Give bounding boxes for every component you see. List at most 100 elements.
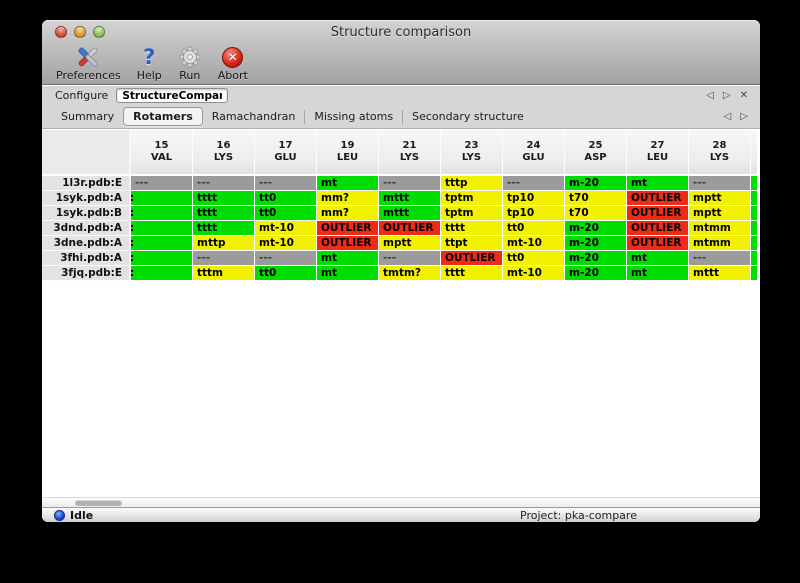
rotamer-cell[interactable]: OUTLIER [627,191,689,206]
column-header-23[interactable]: 23 LYS [441,130,503,176]
rotamer-cell[interactable]: --- [255,251,317,266]
rotamer-cell[interactable]: --- [689,251,751,266]
rotamer-cell[interactable]: m-20 [565,176,627,191]
column-header-24[interactable]: 24 GLU [503,130,565,176]
rotamer-cell[interactable]: tt0 [255,191,317,206]
rotamer-cell[interactable]: OUTLIER [627,236,689,251]
rotamer-cell[interactable]: tt0 [255,206,317,221]
rotamer-cell[interactable]: tt0 [255,266,317,281]
configure-name-input[interactable] [116,88,229,103]
rotamer-cell[interactable]: tttt [193,206,255,221]
rotamer-cell[interactable]: t70 [565,191,627,206]
run-button[interactable]: Run [178,44,202,82]
prev-arrow-icon[interactable]: ◁ [706,89,714,101]
rotamer-cell[interactable]: mttt [689,266,751,281]
rotamer-cell[interactable]: : [131,236,193,251]
row-label[interactable]: 1syk.pdb:A [42,191,131,206]
rotamer-cell[interactable]: : [131,251,193,266]
rotamer-cell[interactable]: mt [317,251,379,266]
rotamer-cell[interactable]: m-20 [565,236,627,251]
rotamer-cell[interactable]: : [131,191,193,206]
rotamer-cell[interactable]: mt [627,266,689,281]
close-icon[interactable]: ✕ [739,89,748,101]
rotamer-cell[interactable]: mm? [317,191,379,206]
tab-prev-arrow-icon[interactable]: ◁ [723,111,732,122]
tab-summary[interactable]: Summary [61,110,115,123]
rotamer-cell[interactable]: OUTLIER [627,206,689,221]
rotamer-cell[interactable]: tptm [441,191,503,206]
minimize-window-button[interactable] [74,26,86,38]
rotamer-cell[interactable]: tt0 [503,251,565,266]
rotamer-cell[interactable]: tttt [193,191,255,206]
rotamer-cell[interactable]: tttp [441,176,503,191]
column-header-15[interactable]: 15 VAL [131,130,193,176]
rotamer-cell[interactable]: : [131,266,193,281]
rotamer-cell[interactable]: --- [379,251,441,266]
rotamer-cell[interactable]: mt [317,266,379,281]
column-header-19[interactable]: 19 LEU [317,130,379,176]
tab-secondary-structure[interactable]: Secondary structure [412,110,524,123]
help-button[interactable]: ? Help [137,44,162,82]
rotamer-cell[interactable]: mtmm [689,221,751,236]
rotamer-cell[interactable]: mt-10 [255,221,317,236]
rotamer-cell[interactable]: OUTLIER [317,236,379,251]
rotamer-cell[interactable]: --- [503,176,565,191]
rotamer-cell[interactable]: --- [193,176,255,191]
rotamer-cell[interactable]: tmtm? [379,266,441,281]
rotamer-cell[interactable]: OUTLIER [317,221,379,236]
column-header-27[interactable]: 27 LEU [627,130,689,176]
rotamer-cell[interactable]: mptt [689,191,751,206]
rotamer-cell[interactable]: tttt [193,221,255,236]
rotamer-cell[interactable]: mm? [317,206,379,221]
row-label[interactable]: 3fhi.pdb:A [42,251,131,266]
row-label[interactable]: 3dnd.pdb:A [42,221,131,236]
rotamer-cell[interactable]: mptt [379,236,441,251]
rotamer-cell[interactable]: m-20 [565,221,627,236]
column-header-16[interactable]: 16 LYS [193,130,255,176]
rotamer-cell[interactable]: --- [379,176,441,191]
rotamer-cell[interactable]: mt-10 [255,236,317,251]
row-label[interactable]: 3fjq.pdb:E [42,266,131,281]
abort-button[interactable]: ✕ Abort [218,44,248,82]
rotamer-cell[interactable]: mt-10 [503,236,565,251]
row-label[interactable]: 3dne.pdb:A [42,236,131,251]
rotamer-cell[interactable]: --- [131,176,193,191]
rotamer-cell[interactable]: --- [193,251,255,266]
rotamer-cell[interactable]: --- [255,176,317,191]
rotamer-cell[interactable]: OUTLIER [627,221,689,236]
rotamer-cell[interactable]: tttt [441,221,503,236]
rotamer-cell[interactable]: m-20 [565,251,627,266]
rotamer-cell[interactable]: mt [627,251,689,266]
rotamer-cell[interactable]: : [131,206,193,221]
rotamer-cell[interactable]: t70 [565,206,627,221]
rotamer-cell[interactable]: mtmm [689,236,751,251]
close-window-button[interactable] [55,26,67,38]
rotamer-cell[interactable]: mt-10 [503,266,565,281]
column-header-21[interactable]: 21 LYS [379,130,441,176]
column-header-17[interactable]: 17 GLU [255,130,317,176]
rotamer-cell[interactable]: mt [627,176,689,191]
rotamer-cell[interactable]: OUTLIER [379,221,441,236]
tab-next-arrow-icon[interactable]: ▷ [740,111,748,122]
rotamer-cell[interactable]: mt [317,176,379,191]
preferences-button[interactable]: Preferences [56,44,121,82]
rotamer-cell[interactable]: tptm [441,206,503,221]
column-header-28[interactable]: 28 LYS [689,130,751,176]
rotamer-cell[interactable]: tt0 [503,221,565,236]
tab-missing-atoms[interactable]: Missing atoms [314,110,394,123]
rotamer-cell[interactable]: tttm [193,266,255,281]
row-label[interactable]: 1syk.pdb:B [42,206,131,221]
rotamer-cell[interactable]: OUTLIER [441,251,503,266]
horizontal-scrollbar[interactable] [42,497,760,507]
next-arrow-icon[interactable]: ▷ [722,89,731,101]
scrollbar-thumb[interactable] [75,500,122,506]
rotamer-cell[interactable]: mttt [379,191,441,206]
tab-rotamers[interactable]: Rotamers [123,107,203,126]
rotamer-cell[interactable]: mttt [379,206,441,221]
title-bar[interactable]: Structure comparison [42,20,760,44]
rotamer-cell[interactable]: tp10 [503,206,565,221]
rotamer-cell[interactable]: mptt [689,206,751,221]
rotamer-cell[interactable]: --- [689,176,751,191]
rotamer-cell[interactable]: tttt [441,266,503,281]
rotamer-cell[interactable]: m-20 [565,266,627,281]
